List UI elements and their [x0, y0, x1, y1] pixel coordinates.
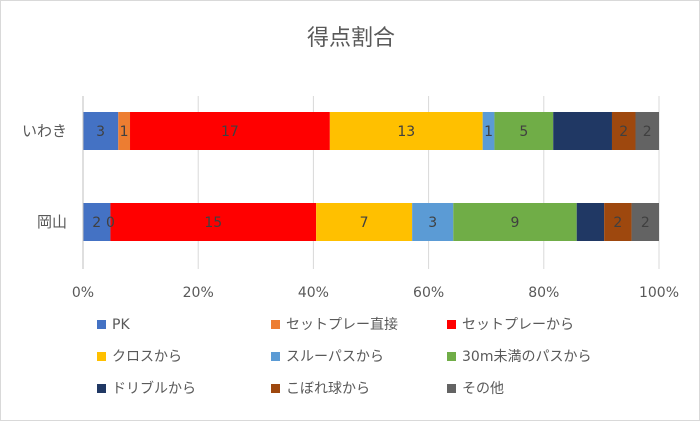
bar-segment [611, 112, 636, 150]
data-label: 9 [511, 215, 520, 231]
data-label: 2 [643, 124, 652, 140]
data-label: 1 [484, 124, 493, 140]
data-label: 13 [397, 124, 415, 140]
bar-segment [482, 112, 495, 150]
x-tick-label: 100% [639, 285, 679, 301]
bar-segment [604, 203, 632, 241]
legend-swatch [447, 320, 456, 329]
data-label: 0 [106, 215, 115, 231]
bar-segment [83, 112, 119, 150]
bars [83, 112, 659, 241]
bar-segment [494, 112, 554, 150]
x-tick-label: 0% [72, 285, 94, 301]
data-label: 3 [96, 124, 105, 140]
data-label: 7 [360, 215, 369, 231]
legend-swatch [97, 320, 106, 329]
bar-segment [83, 203, 111, 241]
bar-segment [118, 112, 131, 150]
data-label: 2 [641, 215, 650, 231]
data-label: 2 [92, 215, 101, 231]
legend-label: こぼれ球から [286, 381, 370, 397]
legend-label: セットプレーから [462, 317, 574, 333]
legend-label: 30m未満のパスから [462, 349, 591, 365]
bar-segment [576, 203, 605, 241]
legend-swatch [97, 384, 106, 393]
legend-swatch [447, 352, 456, 361]
legend-label: PK [112, 317, 130, 333]
data-label: 5 [519, 124, 528, 140]
legend-label: クロスから [112, 349, 182, 365]
legend-swatch [271, 320, 280, 329]
bar-segment [329, 112, 483, 150]
bar-segment [631, 203, 659, 241]
x-tick-label: 20% [183, 285, 214, 301]
data-label: 15 [204, 215, 222, 231]
bar-segment [635, 112, 659, 150]
legend-swatch [271, 384, 280, 393]
bar-segment [130, 112, 330, 150]
bar-segment [412, 203, 454, 241]
x-tick-label: 60% [413, 285, 444, 301]
category-label: いわき [22, 122, 67, 140]
data-label: 2 [613, 215, 622, 231]
data-label: 1 [120, 124, 129, 140]
bar-segment [553, 112, 612, 150]
legend-label: ドリブルから [112, 380, 196, 397]
category-label: 岡山 [37, 213, 67, 231]
data-label: 2 [619, 124, 628, 140]
x-tick-label: 80% [528, 285, 559, 301]
chart-title: 得点割合 [307, 26, 395, 51]
data-label: 3 [428, 215, 437, 231]
legend-swatch [271, 352, 280, 361]
bar-segment [110, 203, 317, 241]
bar-segment [453, 203, 577, 241]
x-tick-label: 40% [298, 285, 329, 301]
legend-label: スルーパスから [286, 349, 384, 365]
legend-label: その他 [462, 381, 504, 397]
data-label: 17 [221, 124, 239, 140]
legend-swatch [97, 352, 106, 361]
legend-swatch [447, 384, 456, 393]
bar-segment [316, 203, 413, 241]
legend-label: セットプレー直接 [286, 316, 398, 333]
data-labels: 3 1 17 13 1 5 2 22 0 15 7 3 9 2 2 [92, 124, 651, 231]
